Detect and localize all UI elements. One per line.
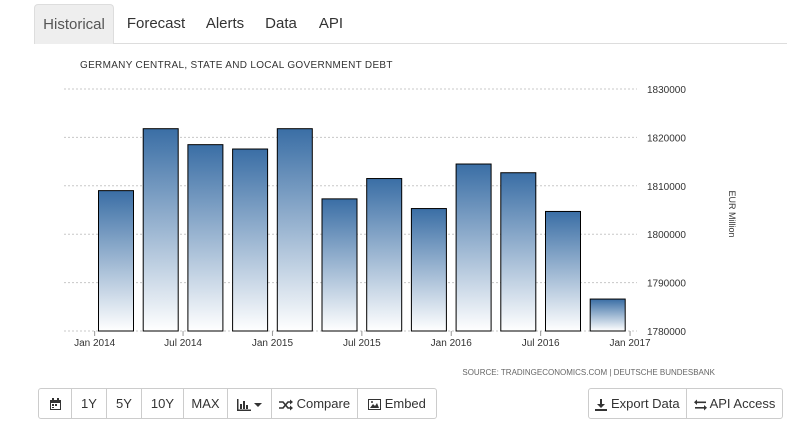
y-axis-ticks: 1780000 1790000 1800000 1810000 1820000 18300… [647, 85, 686, 338]
range-10y-button[interactable]: 10Y [141, 388, 184, 419]
bar-11[interactable] [545, 210, 581, 332]
y-tick-label: 1830000 [647, 85, 686, 96]
tab-alerts[interactable]: Alerts [205, 15, 245, 32]
bar-12[interactable] [589, 298, 626, 332]
debt-bar-chart: Jan 2014 Jul 2014 Jan 2015 Jul 2015 Jan 2016… [64, 60, 737, 377]
bar-7[interactable] [366, 178, 403, 332]
embed-label: Embed [384, 396, 426, 411]
bar-6[interactable] [321, 198, 358, 332]
bar-chart-icon [236, 396, 255, 411]
y-tick-label: 1810000 [647, 182, 686, 193]
x-axis-ticks: Jan 2014 Jul 2014 Jan 2015 Jul 2015 Jan 2016… [74, 331, 651, 349]
x-tick-label: Jan 2014 [74, 338, 116, 349]
y-tick-label: 1790000 [647, 279, 686, 290]
download-icon [595, 396, 611, 411]
tab-historical[interactable]: Historical [34, 4, 114, 45]
bar-1[interactable] [98, 190, 134, 332]
chart-title: GERMANY CENTRAL, STATE AND LOCAL GOVERNM… [80, 60, 393, 71]
chart-panel: Jan 2014 Jul 2014 Jan 2015 Jul 2015 Jan 2016… [34, 44, 787, 422]
grid-lines [64, 88, 637, 332]
x-tick-label: Jul 2015 [343, 338, 381, 349]
compare-label: Compare [296, 396, 351, 411]
chart-source: SOURCE: TRADINGECONOMICS.COM | DEUTSCHE … [462, 368, 715, 377]
bar-3[interactable] [187, 144, 224, 332]
bars [98, 128, 626, 332]
y-tick-label: 1820000 [647, 133, 686, 144]
tab-forecast[interactable]: Forecast [126, 15, 186, 32]
tab-data[interactable]: Data [265, 15, 297, 32]
export-data-label: Export Data [610, 396, 680, 411]
range-max-button[interactable]: MAX [183, 388, 228, 419]
x-tick-label: Jan 2017 [609, 338, 651, 349]
y-tick-label: 1800000 [647, 230, 686, 241]
compare-button[interactable]: Compare [271, 388, 358, 419]
bar-2[interactable] [142, 128, 179, 332]
chevron-down-icon [254, 396, 263, 411]
shuffle-icon [278, 396, 297, 411]
y-tick-label: 1780000 [647, 327, 686, 338]
x-tick-label: Jan 2016 [431, 338, 473, 349]
bar-4[interactable] [232, 148, 269, 332]
api-access-button[interactable]: API Access [686, 388, 783, 419]
bar-8[interactable] [410, 208, 447, 332]
api-access-label: API Access [709, 396, 776, 411]
bar-5[interactable] [276, 128, 313, 332]
tab-bar: Historical Forecast Alerts Data API [34, 0, 787, 45]
tab-api[interactable]: API [318, 15, 344, 32]
bar-9[interactable] [455, 163, 492, 332]
x-tick-label: Jul 2016 [522, 338, 560, 349]
x-tick-label: Jul 2014 [164, 338, 202, 349]
bar-10[interactable] [500, 172, 537, 332]
range-1y-button[interactable]: 1Y [71, 388, 107, 419]
calendar-icon [49, 396, 62, 411]
y-axis-label: EUR Million [727, 190, 737, 237]
exchange-icon [693, 396, 710, 411]
chart-type-dropdown[interactable] [227, 388, 272, 419]
image-icon [368, 396, 385, 411]
export-data-button[interactable]: Export Data [588, 388, 687, 419]
x-tick-label: Jan 2015 [252, 338, 294, 349]
range-5y-button[interactable]: 5Y [106, 388, 142, 419]
calendar-button[interactable] [38, 388, 72, 419]
embed-button[interactable]: Embed [357, 388, 437, 419]
